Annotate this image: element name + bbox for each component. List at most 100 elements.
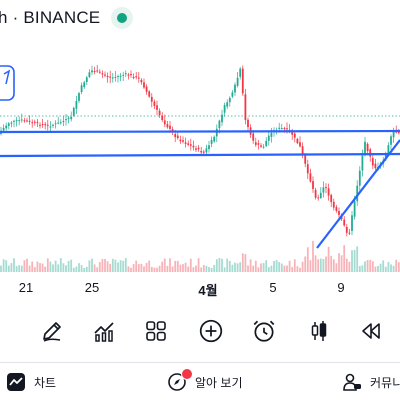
candle-body bbox=[278, 127, 281, 129]
symbol-title[interactable]: h · BINANCE bbox=[0, 8, 101, 27]
volume-bar bbox=[54, 260, 57, 272]
volume-bar bbox=[44, 266, 47, 272]
volume-bar bbox=[171, 266, 174, 272]
x-label: 21 bbox=[18, 280, 34, 295]
volume-bar bbox=[288, 260, 291, 272]
volume-bar bbox=[88, 260, 91, 272]
candle-body bbox=[330, 194, 333, 203]
volume-bar bbox=[356, 246, 359, 272]
volume-bar bbox=[361, 265, 364, 272]
candle-body bbox=[88, 72, 91, 77]
candle-body bbox=[200, 151, 203, 153]
volume-bar bbox=[395, 259, 398, 272]
candle-body bbox=[314, 189, 317, 198]
candle-body bbox=[299, 142, 301, 147]
candle-body bbox=[179, 139, 182, 142]
candle-body bbox=[239, 68, 242, 77]
volume-bar bbox=[189, 258, 192, 272]
candle-body bbox=[304, 154, 307, 164]
replay-button[interactable] bbox=[353, 313, 389, 349]
candle-body bbox=[148, 91, 151, 97]
candle-body bbox=[392, 132, 395, 138]
add-button[interactable] bbox=[193, 313, 229, 349]
candle-body bbox=[101, 73, 104, 75]
volume-bar bbox=[257, 267, 260, 272]
volume-bar bbox=[226, 258, 229, 272]
volume-bar bbox=[267, 267, 270, 272]
candle-body bbox=[26, 120, 28, 122]
volume-bar bbox=[260, 263, 262, 272]
volume-bar bbox=[132, 264, 135, 272]
alert-button[interactable] bbox=[246, 313, 282, 349]
candle-body bbox=[345, 226, 348, 233]
candle-body bbox=[166, 124, 169, 128]
volume-bar bbox=[33, 267, 36, 272]
chart-type-button[interactable] bbox=[301, 313, 337, 349]
candle-body bbox=[254, 142, 257, 145]
candle-body bbox=[161, 115, 164, 121]
volume-bar bbox=[348, 261, 351, 272]
grid-icon bbox=[146, 321, 166, 341]
volume-bar bbox=[140, 263, 143, 272]
volume-bar bbox=[371, 261, 374, 272]
volume-bars bbox=[0, 240, 400, 272]
templates-button[interactable] bbox=[138, 313, 174, 349]
volume-bar bbox=[59, 258, 62, 272]
candle-body bbox=[127, 74, 130, 76]
candle-body bbox=[390, 136, 392, 145]
candle-body bbox=[223, 105, 226, 113]
volume-bar bbox=[195, 265, 197, 272]
candle-body bbox=[85, 77, 88, 82]
candle-body bbox=[96, 70, 99, 72]
volume-bar bbox=[262, 263, 265, 272]
drawing-toolbar bbox=[0, 313, 400, 353]
volume-bar bbox=[5, 260, 8, 272]
candle-body bbox=[247, 119, 249, 128]
volume-bar bbox=[153, 267, 156, 272]
candle-body bbox=[132, 76, 135, 79]
volume-bar bbox=[215, 259, 218, 272]
market-status-indicator[interactable] bbox=[111, 7, 133, 29]
candle-body bbox=[59, 122, 62, 124]
candle-body bbox=[52, 124, 54, 126]
candle-body bbox=[72, 107, 75, 116]
nav-item-community[interactable]: 커뮤니티 bbox=[342, 370, 400, 394]
volume-bar bbox=[353, 249, 356, 272]
volume-bar bbox=[75, 266, 78, 272]
candle-body bbox=[124, 73, 127, 75]
candle-body bbox=[325, 187, 327, 189]
volume-bar bbox=[15, 266, 18, 272]
candle-body bbox=[130, 74, 132, 76]
candle-body bbox=[20, 119, 23, 121]
candle-body bbox=[153, 101, 156, 107]
candle-body bbox=[31, 122, 34, 124]
volume-bar bbox=[273, 261, 275, 272]
volume-bar bbox=[327, 246, 330, 272]
trendline-upper[interactable] bbox=[0, 129, 400, 134]
trendline-rising[interactable] bbox=[316, 139, 400, 249]
volume-bar bbox=[130, 267, 132, 272]
candle-body bbox=[10, 122, 13, 124]
draw-tool-button[interactable] bbox=[34, 313, 70, 349]
candle-body bbox=[23, 120, 26, 122]
volume-bar bbox=[231, 264, 234, 272]
price-chart[interactable] bbox=[0, 38, 400, 300]
indicators-button[interactable] bbox=[86, 313, 122, 349]
trendline-lower[interactable] bbox=[0, 152, 400, 158]
volume-bar bbox=[280, 263, 283, 272]
pencil-icon bbox=[43, 322, 61, 342]
nav-item-chart[interactable]: 차트 bbox=[6, 370, 56, 394]
volume-bar bbox=[291, 267, 294, 272]
candle-body bbox=[192, 145, 195, 148]
candle-body bbox=[182, 140, 184, 142]
volume-bar bbox=[31, 261, 34, 272]
candle-body bbox=[62, 120, 65, 123]
nav-item-ideas[interactable]: 알아 보기 bbox=[167, 368, 243, 394]
candle-body bbox=[202, 151, 205, 153]
trendlines bbox=[0, 129, 400, 249]
volume-bar bbox=[169, 258, 171, 272]
candle-body bbox=[265, 140, 268, 147]
candle-body bbox=[332, 201, 335, 208]
candle-body bbox=[374, 163, 377, 169]
candle-body bbox=[286, 128, 288, 130]
